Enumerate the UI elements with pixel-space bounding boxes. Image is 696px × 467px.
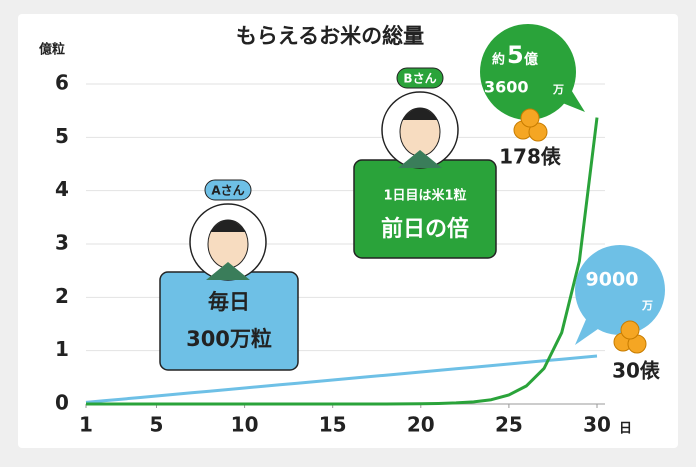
y-tick-label: 6: [55, 71, 69, 95]
b-end-big: 5: [507, 41, 524, 69]
a-end-bales: 30俵: [612, 359, 661, 383]
chart: もらえるお米の総量 億粒 0123456151015202530日 Aさん 毎日…: [0, 0, 696, 467]
b-end-unit: 億: [524, 51, 538, 68]
y-tick-label: 3: [55, 231, 69, 255]
y-tick-label: 4: [55, 177, 69, 201]
x-unit: 日: [619, 422, 632, 437]
x-tick-label: 1: [79, 413, 93, 437]
b-end-bales: 178俵: [499, 145, 562, 169]
y-tick-label: 5: [55, 124, 69, 148]
a-box-line: 300万粒: [186, 327, 272, 351]
y-tick-label: 0: [55, 391, 69, 415]
b-box: 前日の倍: [381, 216, 469, 242]
b-note: 1日目は米1粒: [383, 188, 466, 204]
x-tick-label: 5: [150, 413, 164, 437]
b-tag: Bさん: [403, 72, 436, 86]
panel: [18, 14, 678, 448]
y-unit: 億粒: [39, 42, 65, 58]
x-tick-label: 20: [407, 413, 435, 437]
b-end-rest: 3600: [484, 78, 529, 97]
a-end-big: 9000: [586, 269, 639, 291]
y-tick-label: 2: [55, 284, 69, 308]
b-end-rest-unit: 万: [552, 83, 564, 96]
x-tick-label: 15: [319, 413, 347, 437]
x-tick-label: 10: [231, 413, 259, 437]
x-tick-label: 30: [583, 413, 611, 437]
x-tick-label: 25: [495, 413, 523, 437]
a-box-line: 毎日: [208, 290, 250, 314]
y-tick-label: 1: [55, 337, 69, 361]
b-end-prefix: 約: [492, 52, 505, 68]
a-tag: Aさん: [211, 184, 244, 198]
a-end-unit: 万: [641, 299, 653, 312]
chart-title: もらえるお米の総量: [236, 24, 424, 48]
